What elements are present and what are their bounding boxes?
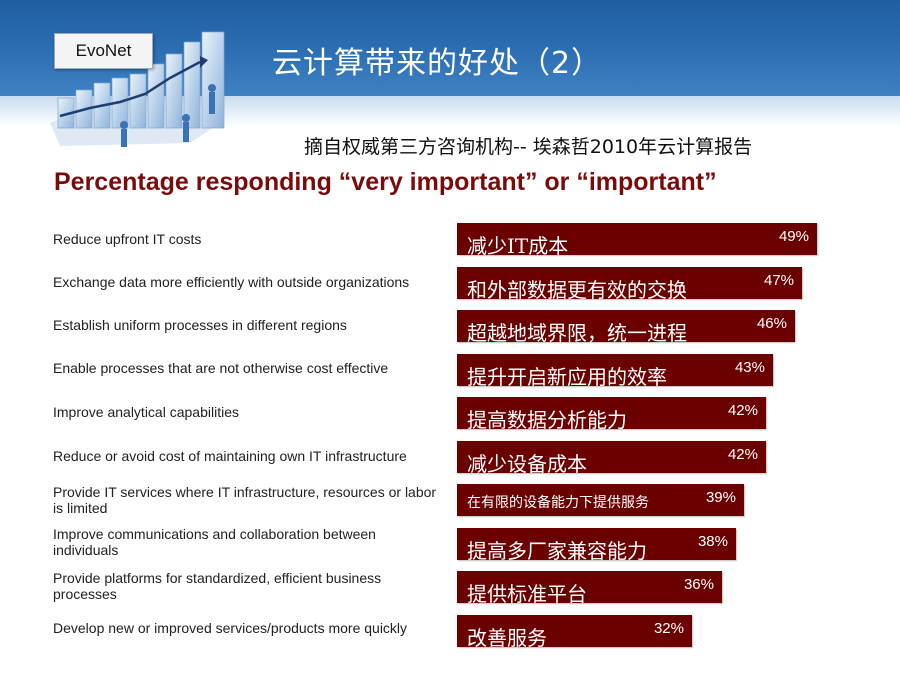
bar-label: 超越地域界限，统一进程 [467,321,687,345]
bar-label: 在有限的设备能力下提供服务 [467,495,649,511]
bar: 减少设备成本 42% [457,440,766,476]
category-label: Establish uniform processes in different… [53,317,347,333]
bar: 和外部数据更有效的交换 47% [457,266,802,302]
category-label: Exchange data more efficiently with outs… [53,274,410,290]
category-label: Provide platforms for standardized, effi… [53,570,382,602]
growth-chart-logo [50,31,225,147]
bar-value-label: 49% [778,228,809,245]
category-label: Improve analytical capabilities [53,404,239,420]
bar: 提供标准平台 36% [457,571,722,606]
bar-label: 和外部数据更有效的交换 [467,277,687,302]
bar-value-label: 42% [727,445,758,463]
bar: 提升开启新应用的效率 43% [457,353,773,389]
page-title: 云计算带来的好处（2） [272,46,603,81]
bar: 提高数据分析能力 42% [457,397,766,432]
source-note: 摘自权威第三方咨询机构-- 埃森哲2010年云计算报告 [304,136,753,158]
category-label: Provide IT services where IT infrastruct… [53,484,437,516]
bar-value-label: 32% [653,619,684,637]
bar: 超越地域界限，统一进程 46% [457,310,795,345]
bar-label: 提升开启新应用的效率 [467,364,667,389]
bar-label: 提高数据分析能力 [467,408,627,432]
bar: 在有限的设备能力下提供服务 39% [457,484,744,516]
bar-value-label: 39% [705,489,736,506]
bar-label: 提高多厂家兼容能力 [467,538,647,563]
bar-label: 减少设备成本 [467,451,587,476]
category-label: Reduce upfront IT costs [53,231,202,247]
bar-label: 提供标准平台 [467,582,587,606]
bar: 改善服务 32% [457,614,692,650]
bar-label: 改善服务 [467,625,547,650]
category-label: Improve communications and collaboration… [53,526,376,558]
bar-value-label: 38% [697,532,728,550]
bar-value-label: 47% [763,271,794,289]
bar: 减少IT成本 49% [457,223,817,258]
category-label: Reduce or avoid cost of maintaining own … [53,448,407,464]
bar: 提高多厂家兼容能力 38% [457,527,736,563]
bar-value-label: 42% [727,402,758,419]
bar-label: 减少IT成本 [467,234,569,258]
chart-title: Percentage responding “very important” o… [54,168,717,196]
brand-logo: EvoNet [54,33,153,69]
bar-value-label: 46% [756,315,787,332]
category-label: Enable processes that are not otherwise … [53,360,389,376]
bar-value-label: 36% [683,576,714,593]
category-label: Develop new or improved services/product… [53,620,408,636]
bar-value-label: 43% [734,358,765,376]
